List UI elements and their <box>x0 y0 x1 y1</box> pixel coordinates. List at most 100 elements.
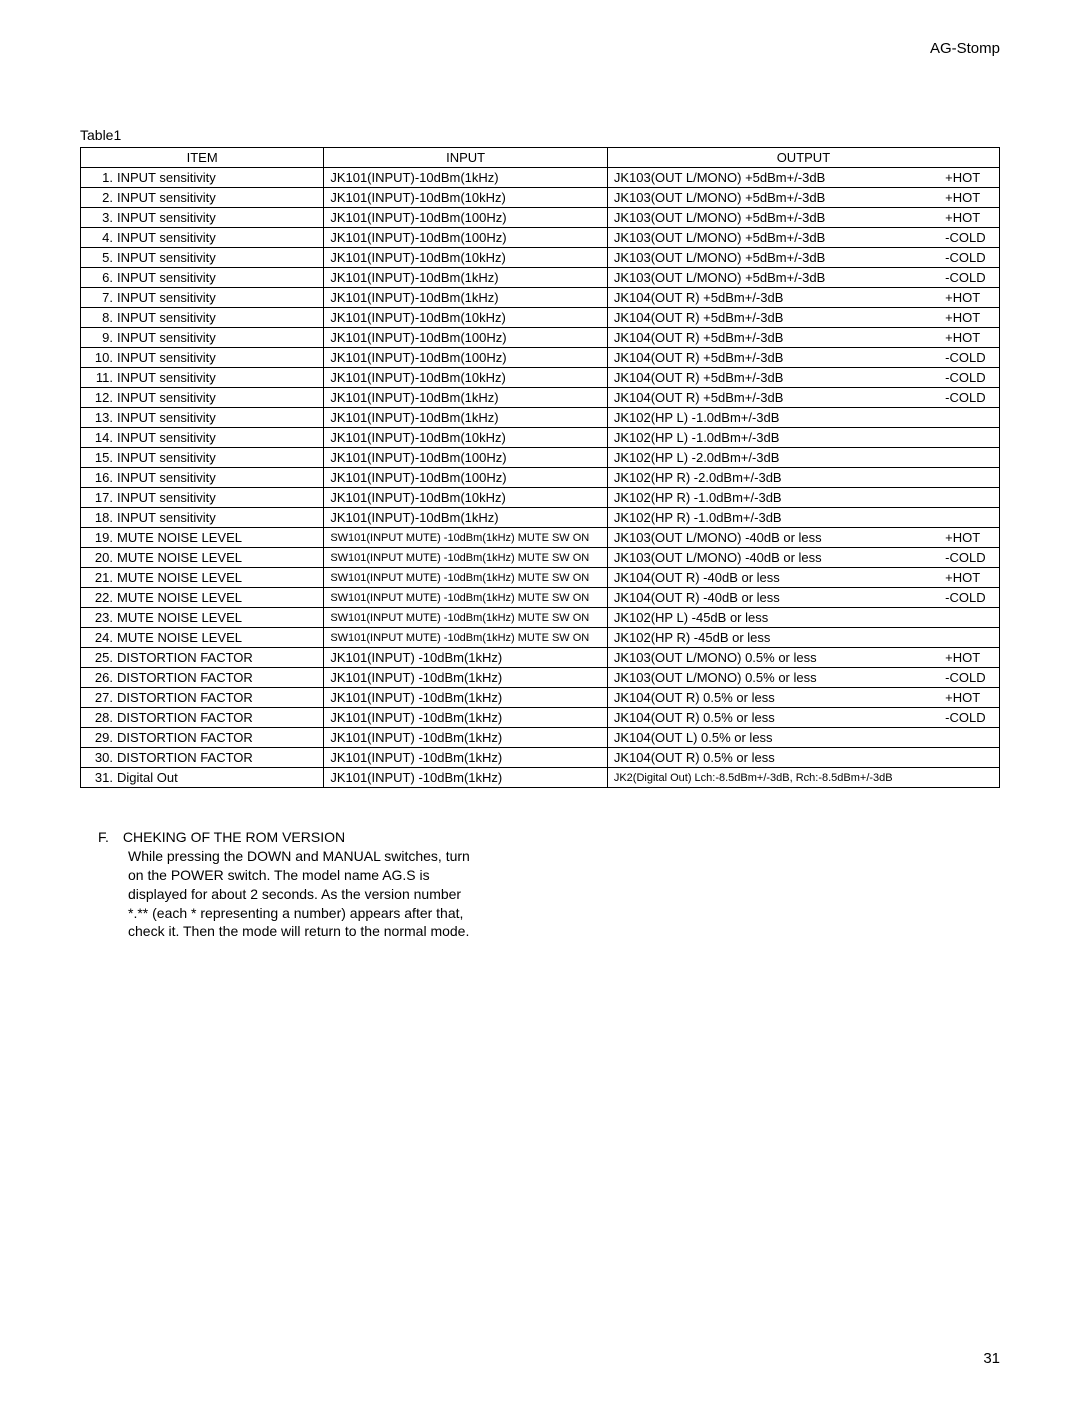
output-tag-cell <box>939 608 999 628</box>
table-row: 25.DISTORTION FACTORJK101(INPUT) -10dBm(… <box>81 648 1000 668</box>
input-cell: JK101(INPUT)-10dBm(10kHz) <box>324 488 608 508</box>
row-item-label: INPUT sensitivity <box>117 490 317 505</box>
section-f-line: displayed for about 2 seconds. As the ve… <box>128 885 618 904</box>
table-header-row: ITEM INPUT OUTPUT <box>81 148 1000 168</box>
row-item-label: INPUT sensitivity <box>117 170 317 185</box>
row-item-label: INPUT sensitivity <box>117 450 317 465</box>
table-row: 5.INPUT sensitivityJK101(INPUT)-10dBm(10… <box>81 248 1000 268</box>
table-row: 31.Digital OutJK101(INPUT) -10dBm(1kHz)J… <box>81 768 1000 788</box>
output-cell: JK104(OUT R) -40dB or less <box>607 588 939 608</box>
table-row: 20.MUTE NOISE LEVELSW101(INPUT MUTE) -10… <box>81 548 1000 568</box>
row-item-label: INPUT sensitivity <box>117 350 317 365</box>
item-cell: 5.INPUT sensitivity <box>81 248 324 268</box>
row-number: 2. <box>87 190 117 205</box>
table-row: 17.INPUT sensitivityJK101(INPUT)-10dBm(1… <box>81 488 1000 508</box>
output-tag-cell <box>939 728 999 748</box>
input-cell: JK101(INPUT)-10dBm(100Hz) <box>324 468 608 488</box>
table-row: 2.INPUT sensitivityJK101(INPUT)-10dBm(10… <box>81 188 1000 208</box>
section-f: F. CHEKING OF THE ROM VERSION While pres… <box>98 828 618 941</box>
section-f-line: on the POWER switch. The model name AG.S… <box>128 866 618 885</box>
input-cell: SW101(INPUT MUTE) -10dBm(1kHz) MUTE SW O… <box>324 628 608 648</box>
row-number: 26. <box>87 670 117 685</box>
input-cell: JK101(INPUT)-10dBm(10kHz) <box>324 188 608 208</box>
item-cell: 23.MUTE NOISE LEVEL <box>81 608 324 628</box>
row-number: 13. <box>87 410 117 425</box>
output-cell: JK104(OUT R) 0.5% or less <box>607 748 939 768</box>
table-row: 15.INPUT sensitivityJK101(INPUT)-10dBm(1… <box>81 448 1000 468</box>
row-number: 7. <box>87 290 117 305</box>
row-item-label: INPUT sensitivity <box>117 250 317 265</box>
row-item-label: INPUT sensitivity <box>117 330 317 345</box>
table-row: 7.INPUT sensitivityJK101(INPUT)-10dBm(1k… <box>81 288 1000 308</box>
row-item-label: INPUT sensitivity <box>117 210 317 225</box>
row-number: 27. <box>87 690 117 705</box>
row-number: 8. <box>87 310 117 325</box>
input-cell: JK101(INPUT)-10dBm(100Hz) <box>324 348 608 368</box>
row-item-label: Digital Out <box>117 770 317 785</box>
row-number: 18. <box>87 510 117 525</box>
input-cell: JK101(INPUT) -10dBm(1kHz) <box>324 768 608 788</box>
section-f-line: check it. Then the mode will return to t… <box>128 922 618 941</box>
header-input: INPUT <box>324 148 608 168</box>
row-number: 19. <box>87 530 117 545</box>
output-cell: JK104(OUT R) +5dBm+/-3dB <box>607 388 939 408</box>
output-cell: JK103(OUT L/MONO) +5dBm+/-3dB <box>607 208 939 228</box>
header-item: ITEM <box>81 148 324 168</box>
table-row: 13.INPUT sensitivityJK101(INPUT)-10dBm(1… <box>81 408 1000 428</box>
item-cell: 18.INPUT sensitivity <box>81 508 324 528</box>
row-number: 3. <box>87 210 117 225</box>
output-cell: JK103(OUT L/MONO) +5dBm+/-3dB <box>607 188 939 208</box>
item-cell: 25.DISTORTION FACTOR <box>81 648 324 668</box>
table-row: 16.INPUT sensitivityJK101(INPUT)-10dBm(1… <box>81 468 1000 488</box>
input-cell: SW101(INPUT MUTE) -10dBm(1kHz) MUTE SW O… <box>324 588 608 608</box>
output-tag-cell: +HOT <box>939 188 999 208</box>
item-cell: 21.MUTE NOISE LEVEL <box>81 568 324 588</box>
output-tag-cell: -COLD <box>939 268 999 288</box>
item-cell: 20.MUTE NOISE LEVEL <box>81 548 324 568</box>
row-number: 28. <box>87 710 117 725</box>
output-tag-cell: +HOT <box>939 288 999 308</box>
table-caption: Table1 <box>80 127 1000 143</box>
output-cell: JK104(OUT R) +5dBm+/-3dB <box>607 368 939 388</box>
output-cell: JK102(HP L) -45dB or less <box>607 608 939 628</box>
table-row: 30.DISTORTION FACTORJK101(INPUT) -10dBm(… <box>81 748 1000 768</box>
output-cell: JK103(OUT L/MONO) -40dB or less <box>607 548 939 568</box>
row-number: 1. <box>87 170 117 185</box>
row-item-label: INPUT sensitivity <box>117 310 317 325</box>
item-cell: 14.INPUT sensitivity <box>81 428 324 448</box>
input-cell: SW101(INPUT MUTE) -10dBm(1kHz) MUTE SW O… <box>324 568 608 588</box>
output-tag-cell: -COLD <box>939 708 999 728</box>
row-item-label: MUTE NOISE LEVEL <box>117 530 317 545</box>
row-number: 14. <box>87 430 117 445</box>
row-item-label: INPUT sensitivity <box>117 410 317 425</box>
input-cell: JK101(INPUT)-10dBm(10kHz) <box>324 248 608 268</box>
section-f-line: While pressing the DOWN and MANUAL switc… <box>128 847 618 866</box>
item-cell: 27.DISTORTION FACTOR <box>81 688 324 708</box>
input-cell: JK101(INPUT) -10dBm(1kHz) <box>324 688 608 708</box>
document-title: AG-Stomp <box>80 40 1000 57</box>
output-tag-cell: -COLD <box>939 668 999 688</box>
row-number: 16. <box>87 470 117 485</box>
item-cell: 6.INPUT sensitivity <box>81 268 324 288</box>
row-number: 31. <box>87 770 117 785</box>
table-row: 6.INPUT sensitivityJK101(INPUT)-10dBm(1k… <box>81 268 1000 288</box>
item-cell: 31.Digital Out <box>81 768 324 788</box>
output-cell: JK102(HP R) -1.0dBm+/-3dB <box>607 508 939 528</box>
item-cell: 8.INPUT sensitivity <box>81 308 324 328</box>
table-row: 1.INPUT sensitivityJK101(INPUT)-10dBm(1k… <box>81 168 1000 188</box>
row-item-label: INPUT sensitivity <box>117 390 317 405</box>
output-tag-cell <box>939 768 999 788</box>
input-cell: SW101(INPUT MUTE) -10dBm(1kHz) MUTE SW O… <box>324 548 608 568</box>
output-cell: JK104(OUT R) 0.5% or less <box>607 688 939 708</box>
table-row: 14.INPUT sensitivityJK101(INPUT)-10dBm(1… <box>81 428 1000 448</box>
table-row: 21.MUTE NOISE LEVELSW101(INPUT MUTE) -10… <box>81 568 1000 588</box>
output-tag-cell: +HOT <box>939 308 999 328</box>
output-tag-cell: +HOT <box>939 168 999 188</box>
input-cell: JK101(INPUT)-10dBm(1kHz) <box>324 288 608 308</box>
output-tag-cell <box>939 628 999 648</box>
output-cell: JK102(HP R) -45dB or less <box>607 628 939 648</box>
table-row: 27.DISTORTION FACTORJK101(INPUT) -10dBm(… <box>81 688 1000 708</box>
output-tag-cell: -COLD <box>939 228 999 248</box>
row-number: 12. <box>87 390 117 405</box>
table-row: 19.MUTE NOISE LEVELSW101(INPUT MUTE) -10… <box>81 528 1000 548</box>
